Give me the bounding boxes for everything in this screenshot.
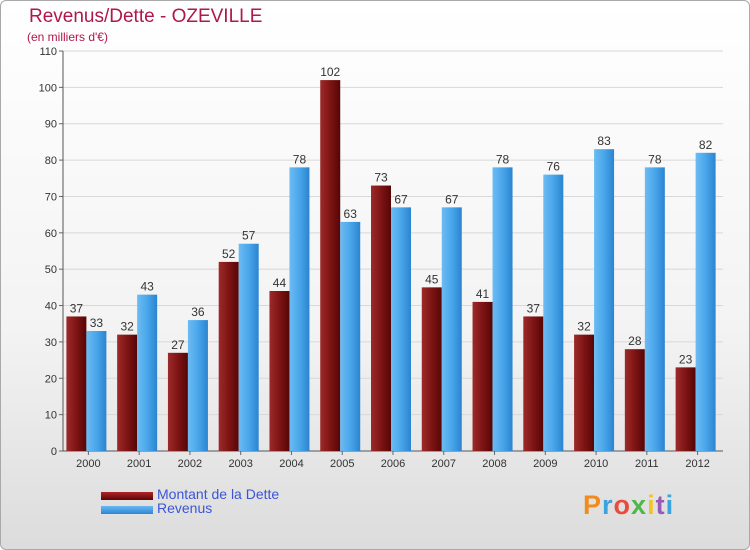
- bar-dette: [421, 287, 442, 451]
- x-tick-label: 2008: [482, 458, 506, 470]
- bar-revenus: [86, 331, 107, 451]
- bar-revenus: [238, 243, 259, 451]
- data-label: 82: [699, 138, 713, 152]
- data-label: 37: [70, 301, 84, 315]
- y-tick-label: 110: [39, 46, 57, 58]
- bar-dette: [167, 352, 188, 451]
- bar-dette: [66, 316, 87, 451]
- y-tick-label: 100: [39, 82, 57, 94]
- bar-dette: [574, 334, 595, 451]
- data-label: 67: [394, 192, 408, 206]
- data-label: 78: [648, 152, 662, 166]
- bar-dette: [624, 349, 645, 451]
- data-label: 33: [90, 316, 104, 330]
- data-label: 76: [547, 160, 561, 174]
- data-label: 41: [476, 287, 490, 301]
- y-tick-label: 40: [45, 301, 57, 313]
- bar-revenus: [644, 167, 665, 451]
- bar-revenus: [137, 294, 158, 451]
- bar-dette: [218, 261, 239, 451]
- chart-title: Revenus/Dette - OZEVILLE: [29, 6, 263, 27]
- data-label: 78: [293, 152, 307, 166]
- x-tick-label: 2011: [635, 458, 659, 470]
- x-tick-label: 2012: [685, 458, 709, 470]
- y-tick-label: 10: [45, 410, 57, 422]
- data-label: 52: [222, 247, 236, 261]
- data-label: 57: [242, 229, 256, 243]
- x-tick-label: 2007: [432, 458, 456, 470]
- bar-dette: [320, 80, 341, 451]
- bar-revenus: [289, 167, 310, 451]
- data-label: 102: [320, 65, 340, 79]
- data-label: 32: [120, 320, 134, 334]
- legend-label-dette: Montant de la Dette: [157, 486, 280, 502]
- x-tick-label: 2001: [127, 458, 151, 470]
- x-tick-label: 2002: [178, 458, 202, 470]
- y-tick-label: 80: [45, 155, 57, 167]
- x-tick-label: 2009: [533, 458, 557, 470]
- bar-revenus: [340, 221, 361, 451]
- bar-dette: [117, 334, 138, 451]
- bar-dette: [371, 185, 391, 451]
- data-label: 23: [679, 352, 693, 366]
- y-tick-label: 70: [45, 191, 57, 203]
- bar-revenus: [441, 207, 462, 451]
- bar-revenus: [492, 167, 513, 451]
- bar-dette: [269, 291, 290, 451]
- y-tick-label: 90: [45, 119, 57, 131]
- data-label: 63: [344, 207, 358, 221]
- data-label: 83: [597, 134, 611, 148]
- legend-swatch-revenus: [101, 506, 153, 514]
- proxiti-logo: Proxiti: [583, 490, 674, 521]
- x-tick-label: 2004: [279, 458, 303, 470]
- data-label: 28: [628, 334, 642, 348]
- data-label: 73: [374, 171, 388, 185]
- bar-dette: [523, 316, 544, 451]
- x-tick-label: 2000: [76, 458, 100, 470]
- data-label: 37: [527, 301, 541, 315]
- y-tick-label: 0: [51, 446, 57, 458]
- chart-subtitle: (en milliers d'€): [27, 30, 108, 44]
- y-tick-label: 60: [45, 228, 57, 240]
- logo-letter: i: [665, 490, 675, 520]
- data-label: 36: [191, 305, 205, 319]
- bar-dette: [675, 367, 696, 451]
- data-label: 32: [577, 320, 591, 334]
- bar-revenus: [695, 152, 716, 451]
- y-tick-label: 20: [45, 373, 57, 385]
- data-label: 44: [273, 276, 287, 290]
- bar-dette: [472, 301, 493, 451]
- data-label: 27: [171, 338, 185, 352]
- logo-letter: i: [647, 490, 656, 520]
- legend-label-revenus: Revenus: [157, 500, 213, 516]
- bar-revenus: [594, 149, 615, 451]
- x-tick-label: 2003: [228, 458, 252, 470]
- x-tick-label: 2005: [330, 458, 354, 470]
- logo-letter: t: [655, 490, 666, 520]
- legend-swatch-dette: [101, 492, 153, 500]
- logo-letter: x: [631, 490, 648, 520]
- y-tick-label: 30: [45, 337, 57, 349]
- bar-revenus: [187, 320, 208, 451]
- y-tick-label: 50: [45, 264, 57, 276]
- x-tick-label: 2006: [381, 458, 405, 470]
- data-label: 67: [445, 192, 459, 206]
- data-label: 43: [140, 280, 154, 294]
- logo-letter: P: [583, 490, 603, 520]
- bar-revenus: [543, 174, 564, 452]
- logo-letter: r: [602, 490, 614, 520]
- data-label: 78: [496, 152, 510, 166]
- x-tick-label: 2010: [584, 458, 608, 470]
- logo-letter: o: [613, 490, 632, 520]
- data-label: 45: [425, 272, 439, 286]
- bar-revenus: [391, 207, 411, 451]
